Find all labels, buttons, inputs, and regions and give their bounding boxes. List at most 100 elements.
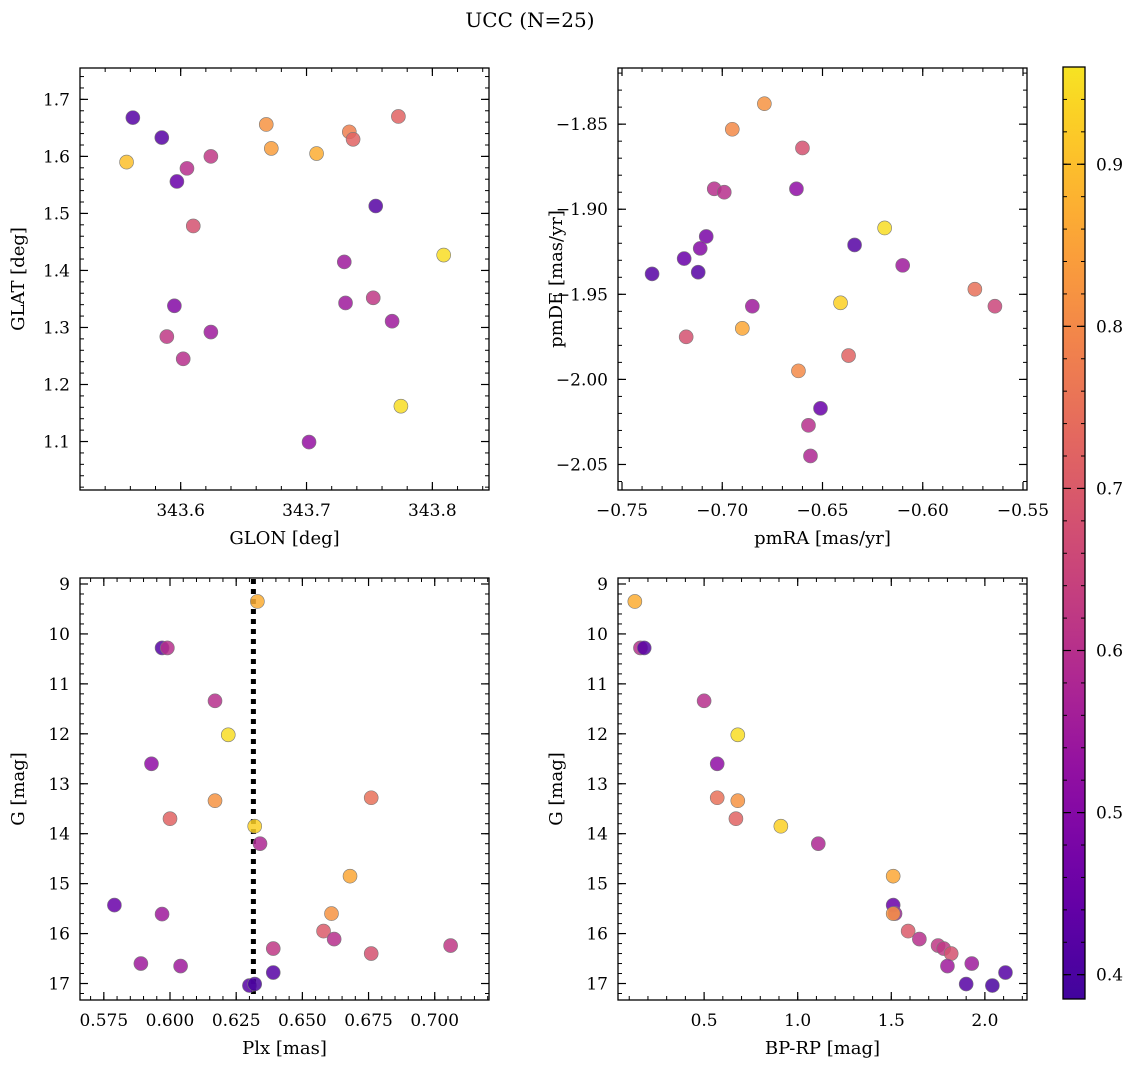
x-axis-label: pmRA [mas/yr] xyxy=(754,528,891,549)
data-point xyxy=(368,198,384,214)
y-tick-label: −1.85 xyxy=(556,115,608,135)
data-point xyxy=(678,329,694,345)
data-point xyxy=(443,938,458,953)
y-tick-label: 11 xyxy=(48,675,70,695)
x-tick-label: 0.575 xyxy=(79,1011,128,1031)
x-axis-label: Plx [mas] xyxy=(242,1038,327,1059)
panel-glon-glat: 343.6 343.7 343.8 1.1 1.2 1.3 1.4 1.5 1.6 1.7 GLON… xyxy=(8,67,490,549)
x-tick-label: −0.75 xyxy=(596,501,648,521)
y-tick-label: 17 xyxy=(48,975,70,995)
data-point xyxy=(247,976,263,992)
panel-bprp-g: 0.5 1.0 1.5 2.0 9 10 11 12 13 14 15 16 17 BP-RP [mag]… xyxy=(546,575,1028,1059)
data-point xyxy=(730,727,746,743)
data-point xyxy=(309,146,324,161)
x-tick-label: 0.700 xyxy=(410,1011,459,1031)
data-point xyxy=(801,418,816,433)
data-point xyxy=(203,324,219,340)
data-point xyxy=(154,906,170,922)
data-point xyxy=(338,295,353,311)
data-point xyxy=(393,398,409,414)
data-point xyxy=(885,906,901,921)
data-point xyxy=(119,154,134,170)
x-axis-label: BP-RP [mag] xyxy=(765,1038,880,1059)
data-point xyxy=(841,348,856,363)
panel-plx-g: 0.575 0.600 0.625 0.650 0.675 0.700 9 10 11 12 13 1… xyxy=(8,575,490,1059)
colorbar-tick-label: 0.6 xyxy=(1096,642,1123,662)
y-tick-label: 16 xyxy=(586,925,608,945)
y-tick-label: 1.5 xyxy=(43,204,70,224)
x-tick-label: 2.0 xyxy=(971,1011,998,1031)
data-point xyxy=(316,923,331,939)
y-tick-label: 1.2 xyxy=(43,376,70,396)
data-point xyxy=(967,281,983,297)
y-tick-label: 14 xyxy=(48,825,70,845)
data-point xyxy=(365,290,381,306)
data-point xyxy=(958,976,974,992)
y-axis-label: G [mag] xyxy=(546,752,567,825)
y-tick-label: 14 xyxy=(586,825,608,845)
y-tick-label: 12 xyxy=(48,725,70,745)
data-point xyxy=(998,965,1013,980)
x-tick-label: −0.65 xyxy=(796,501,848,521)
x-tick-label: −0.55 xyxy=(997,501,1049,521)
panel-pmra-pmde: −0.75 −0.70 −0.65 −0.60 −0.55 −2.05 −2.00 −1.95… xyxy=(546,67,1049,549)
data-point xyxy=(940,958,955,974)
y-tick-label: 1.4 xyxy=(43,261,70,281)
y-tick-label: 15 xyxy=(586,875,608,895)
data-point xyxy=(179,161,195,176)
y-tick-label: 11 xyxy=(586,675,608,695)
x-tick-label: 343.6 xyxy=(156,501,205,521)
y-tick-label: 10 xyxy=(48,625,70,645)
colorbar-tick-label: 0.9 xyxy=(1096,155,1123,175)
data-point xyxy=(363,790,379,806)
data-point xyxy=(987,298,1003,314)
x-tick-label: 343.8 xyxy=(408,501,457,521)
data-point xyxy=(698,229,714,244)
x-tick-label: 343.7 xyxy=(282,501,331,521)
x-tick-label: 0.625 xyxy=(212,1011,261,1031)
x-tick-label: 0.5 xyxy=(691,1011,718,1031)
data-point xyxy=(833,295,848,311)
data-point xyxy=(813,401,828,416)
data-point xyxy=(900,923,916,939)
y-tick-label: −2.00 xyxy=(556,370,608,390)
data-point xyxy=(745,298,760,314)
y-tick-label: 17 xyxy=(586,975,608,995)
data-point xyxy=(847,237,862,253)
y-tick-label: −2.05 xyxy=(556,455,608,475)
colorbar-tick-label: 0.8 xyxy=(1096,317,1123,337)
data-point xyxy=(342,868,358,884)
y-tick-label: 1.7 xyxy=(43,90,70,110)
data-point xyxy=(252,836,268,851)
colorbar: 0.4 0.5 0.6 0.7 0.8 0.9 xyxy=(1062,66,1123,1000)
data-point xyxy=(912,931,927,947)
panels: 343.6 343.7 343.8 1.1 1.2 1.3 1.4 1.5 1.6 1.7 GLON… xyxy=(8,67,1049,1059)
data-point xyxy=(885,868,901,884)
colorbar-gradient xyxy=(1063,67,1085,999)
y-tick-label: 9 xyxy=(597,575,608,595)
data-point xyxy=(162,811,178,827)
data-point xyxy=(690,264,706,280)
y-axis-label: G [mag] xyxy=(8,752,29,825)
data-point xyxy=(133,956,149,971)
y-tick-label: 12 xyxy=(586,725,608,745)
x-tick-label: −0.60 xyxy=(897,501,949,521)
data-point xyxy=(220,727,236,743)
data-point xyxy=(803,448,818,464)
y-tick-label: 1.6 xyxy=(43,147,70,167)
data-point xyxy=(207,793,223,809)
data-point xyxy=(345,131,361,147)
x-tick-label: −0.70 xyxy=(696,501,748,521)
y-tick-label: −1.95 xyxy=(556,285,608,305)
y-tick-label: 1.3 xyxy=(43,318,70,338)
data-point xyxy=(644,266,660,282)
data-point xyxy=(154,130,170,145)
data-point xyxy=(692,241,708,256)
data-point xyxy=(757,96,772,112)
data-point xyxy=(258,117,274,132)
data-point xyxy=(324,906,339,921)
data-point xyxy=(250,594,265,609)
axes-frame xyxy=(79,577,490,1001)
y-tick-label: 16 xyxy=(48,925,70,945)
data-point xyxy=(943,946,959,961)
